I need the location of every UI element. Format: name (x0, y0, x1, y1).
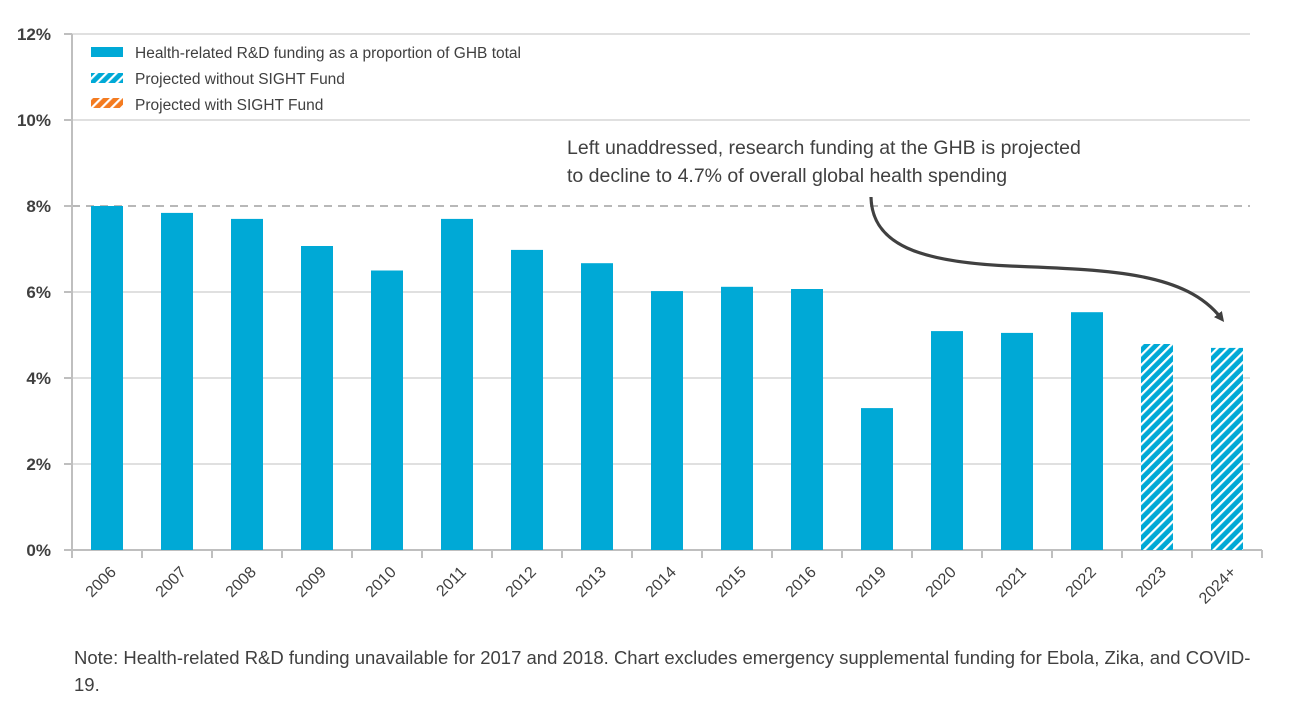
bar-2006 (91, 206, 123, 550)
bars (91, 206, 1243, 550)
x-tick-label: 2015 (713, 564, 750, 601)
bar-2007 (161, 212, 193, 550)
bar-2024+-projected (1211, 347, 1243, 550)
x-tick-label: 2011 (433, 564, 469, 600)
bar-2015 (721, 286, 753, 550)
legend-swatch-solid (91, 47, 123, 57)
bar-2010 (371, 270, 403, 550)
bar-2011 (441, 218, 473, 550)
y-tick-label: 0% (26, 541, 51, 560)
bar-2014 (651, 291, 683, 550)
x-tick-label: 2010 (363, 564, 400, 601)
x-tick-label: 2008 (223, 564, 260, 601)
annotation-line-2: to decline to 4.7% of overall global hea… (567, 165, 1007, 187)
chart-note: Note: Health-related R&D funding unavail… (74, 647, 1251, 695)
legend-label-solid: Health-related R&D funding as a proporti… (135, 45, 521, 62)
legend-swatch-without-sight (91, 73, 123, 83)
legend-swatch-with-sight (91, 98, 123, 108)
x-tick-label: 2022 (1063, 564, 1100, 601)
y-tick-label: 2% (26, 455, 51, 474)
bar-2023-projected (1141, 344, 1173, 550)
x-tick-label: 2023 (1133, 564, 1170, 601)
y-tick-label: 4% (26, 369, 51, 388)
x-tick-label: 2020 (923, 564, 960, 601)
legend-label-without-sight: Projected without SIGHT Fund (135, 71, 345, 88)
x-tick-label: 2012 (503, 564, 540, 601)
x-tick-label: 2016 (783, 564, 820, 601)
x-tick-label: 2024+ (1196, 564, 1240, 608)
bar-2019 (861, 408, 893, 550)
x-tick-label: 2013 (573, 564, 610, 601)
bar-2012 (511, 249, 543, 550)
x-tick-label: 2014 (643, 564, 680, 601)
x-axis-labels: 2006 2007 2008 2009 2010 2011 2012 2013 2014 2015… (83, 564, 1240, 608)
bar-2009 (301, 246, 333, 550)
annotation: Left unaddressed, research funding at th… (567, 137, 1225, 322)
x-tick-label: 2006 (83, 564, 120, 601)
x-tick-label: 2019 (853, 564, 890, 601)
x-tick-label: 2021 (993, 564, 1030, 601)
x-tick-label: 2007 (153, 564, 190, 601)
bar-2013 (581, 263, 613, 550)
annotation-arrow-icon (869, 196, 1225, 322)
legend: Health-related R&D funding as a proporti… (91, 45, 521, 114)
bar-chart: 0% 2% 4% 6% 8% 10% 12% 2006 2007 2008 2009 2010 201… (17, 25, 1263, 608)
annotation-line-1: Left unaddressed, research funding at th… (567, 137, 1081, 159)
y-tick-label: 12% (17, 25, 51, 44)
y-axis-labels: 0% 2% 4% 6% 8% 10% 12% (17, 25, 51, 560)
x-tick-label: 2009 (293, 564, 330, 601)
bar-2008 (231, 218, 263, 550)
y-tick-label: 10% (17, 111, 51, 130)
legend-label-with-sight: Projected with SIGHT Fund (135, 97, 323, 114)
bar-2021 (1001, 332, 1033, 550)
y-tick-label: 8% (26, 197, 51, 216)
bar-2020 (931, 331, 963, 550)
bar-2022 (1071, 312, 1103, 550)
bar-2016 (791, 289, 823, 550)
y-tick-label: 6% (26, 283, 51, 302)
